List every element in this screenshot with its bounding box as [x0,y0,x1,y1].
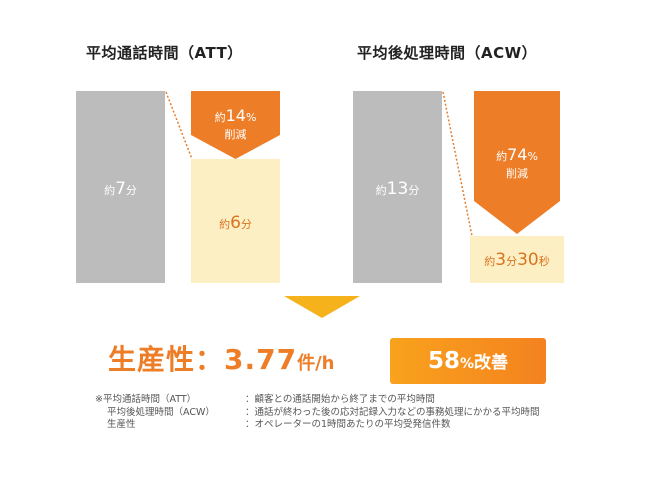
att-after-bar: 約6分 [191,159,280,283]
acw-after-label: 約3分30秒 [484,250,550,270]
att-after-label: 約6分 [219,213,252,233]
att-before-label: 約7分 [104,179,137,199]
att-reduction-arrow [191,91,280,159]
acw-after-bar: 約3分30秒 [470,236,564,283]
att-before-bar: 約7分 [76,91,165,283]
att-reduction-label: 約14% 削減 [214,106,257,141]
acw-before-label: 約13分 [375,179,420,199]
att-dotted-connector [165,91,193,160]
productivity-text: 生産性：3.77件/h [108,343,335,376]
acw-reduction-label: 約74% 削減 [496,145,538,180]
result-arrow-icon [284,296,360,318]
improvement-badge: 58%改善 [390,338,546,384]
att-chart-title: 平均通話時間（ATT） [86,44,243,62]
acw-reduction-arrow [474,91,560,234]
acw-dotted-connector [442,91,473,237]
acw-chart-title: 平均後処理時間（ACW） [357,44,538,62]
acw-before-bar: 約13分 [353,91,442,283]
